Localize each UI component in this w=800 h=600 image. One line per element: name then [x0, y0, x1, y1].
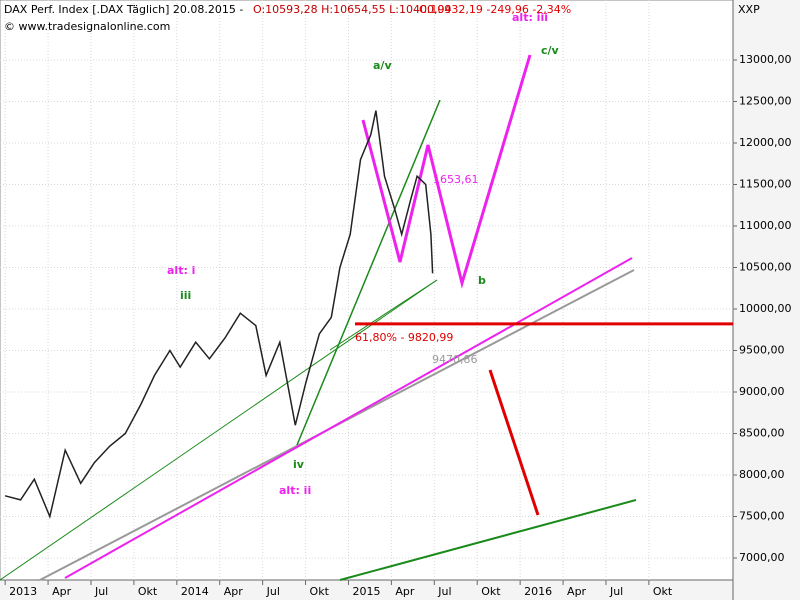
y-tick-label: 7000,00	[739, 551, 785, 564]
y-tick-label: 12500,00	[739, 95, 792, 108]
annotation: a/v	[373, 59, 392, 72]
x-tick-label: Jul	[266, 585, 280, 598]
x-tick-label: Apr	[224, 585, 244, 598]
y-tick-label: 9500,00	[739, 344, 785, 357]
x-tick-label: Okt	[481, 585, 501, 598]
fib-label: 61,80% - 9820,99	[355, 331, 453, 344]
trendline	[488, 369, 540, 516]
y-tick-label: 12000,00	[739, 136, 792, 149]
x-axis-panel	[0, 580, 733, 600]
trendline	[0, 279, 438, 581]
trendline	[329, 279, 438, 351]
x-tick-label: Okt	[653, 585, 673, 598]
wave-projection	[361, 54, 532, 289]
trendlines	[0, 54, 637, 581]
x-tick-label: 2016	[524, 585, 552, 598]
y-tick-label: 10500,00	[739, 261, 792, 274]
annotation: alt: iii	[512, 11, 548, 24]
y-tick-label: 8000,00	[739, 468, 785, 481]
plot-area	[0, 0, 734, 581]
annotation: alt: i	[167, 264, 195, 277]
x-tick-label: Jul	[437, 585, 451, 598]
annotation: iv	[293, 458, 305, 471]
x-tick-label: 2014	[181, 585, 209, 598]
x-tick-label: 2015	[352, 585, 380, 598]
annotation: 9470,86	[432, 353, 478, 366]
x-tick-label: Jul	[94, 585, 108, 598]
y-tick-label: 13000,00	[739, 53, 792, 66]
x-tick-label: Okt	[138, 585, 158, 598]
x-tick-label: Apr	[567, 585, 587, 598]
y-tick-label: 11000,00	[739, 219, 792, 232]
trendline	[64, 257, 633, 579]
annotation: b	[478, 274, 486, 287]
y-tick-label: 7500,00	[739, 510, 785, 523]
annotation: c/v	[541, 44, 560, 57]
x-tick-label: Jul	[609, 585, 623, 598]
annotation: alt: ii	[279, 484, 311, 497]
y-tick-label: 11500,00	[739, 178, 792, 191]
price-line	[4, 110, 434, 519]
annotation: iii	[180, 289, 191, 302]
y-axis-label: XXP	[738, 3, 760, 16]
header-instrument: DAX Perf. Index [.DAX Täglich] 20.08.201…	[4, 3, 243, 16]
y-tick-label: 10000,00	[739, 302, 792, 315]
source: © www.tradesignalonline.com	[4, 20, 170, 33]
x-tick-label: Apr	[395, 585, 415, 598]
x-tick-label: Apr	[52, 585, 72, 598]
x-tick-label: Okt	[310, 585, 330, 598]
y-axis-panel	[733, 0, 800, 600]
header-close: C:10432,19 -249,96 -2,34%	[419, 3, 571, 16]
y-tick-label: 8500,00	[739, 427, 785, 440]
header-ohl: O:10593,28 H:10654,55 L:10400,99	[253, 3, 451, 16]
y-tick-label: 9000,00	[739, 385, 785, 398]
trendline	[296, 99, 441, 446]
annotation: 1653,61	[433, 173, 479, 186]
trendline	[339, 499, 637, 581]
x-tick-label: 2013	[9, 585, 37, 598]
